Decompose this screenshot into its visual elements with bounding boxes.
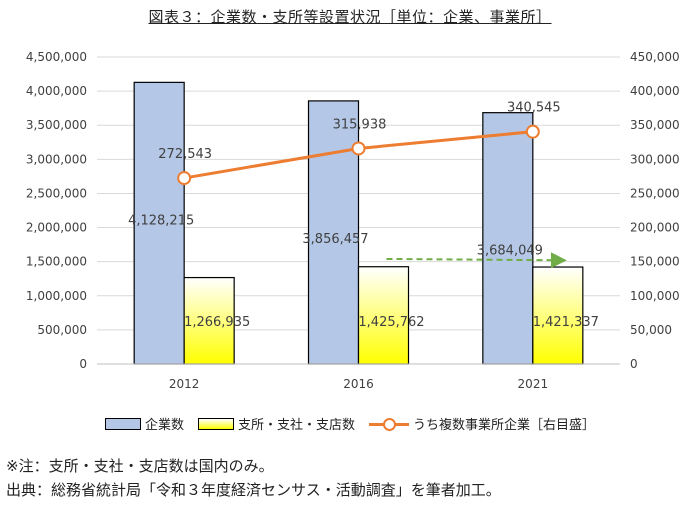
legend-item-branches: 支所・支社・支店数 — [197, 414, 355, 433]
point-multi-establishment — [525, 124, 540, 139]
data-label-companies: 4,128,215 — [128, 213, 194, 228]
x-tick-label: 2021 — [518, 377, 549, 391]
point-multi-establishment — [351, 141, 366, 156]
x-tick-label: 2012 — [169, 377, 200, 391]
data-label-branches: 1,266,935 — [184, 315, 250, 330]
legend-item-companies: 企業数 — [104, 414, 184, 433]
y-left-tick-label: 500,000 — [37, 323, 87, 337]
bar-companies — [482, 112, 534, 365]
data-label-companies: 3,684,049 — [477, 244, 543, 259]
y-left-tick-label: 2,000,000 — [26, 221, 87, 235]
legend-label-companies: 企業数 — [144, 418, 184, 433]
bar-companies — [133, 81, 185, 365]
y-right-tick-label: 150,000 — [630, 255, 680, 269]
y-right-tick-label: 300,000 — [630, 152, 680, 166]
legend-swatch-branches — [197, 417, 234, 430]
y-left-tick-label: 0 — [79, 357, 87, 371]
y-right-tick-label: 400,000 — [630, 84, 680, 98]
y-left-tick-label: 3,000,000 — [26, 152, 87, 166]
legend-label-multi-establishment: うち複数事業所企業［右目盛］ — [413, 418, 596, 433]
y-left-tick-label: 2,500,000 — [26, 186, 87, 200]
legend-label-branches: 支所・支社・支店数 — [237, 418, 355, 433]
y-left-tick-label: 3,500,000 — [26, 118, 87, 132]
x-tick-label: 2016 — [343, 377, 374, 391]
y-right-tick-label: 100,000 — [630, 289, 680, 303]
y-right-tick-label: 450,000 — [630, 50, 680, 64]
y-right-tick-label: 200,000 — [630, 221, 680, 235]
data-label-branches: 1,421,337 — [533, 315, 599, 330]
y-right-tick-label: 250,000 — [630, 186, 680, 200]
y-left-tick-label: 1,500,000 — [26, 255, 87, 269]
y-left-tick-label: 4,500,000 — [26, 50, 87, 64]
data-label-companies: 3,856,457 — [302, 232, 368, 247]
legend-item-multi-establishment: うち複数事業所企業［右目盛］ — [369, 414, 595, 433]
footnote: ※注：支所・支社・支店数は国内のみ。 — [6, 457, 274, 475]
chart-title: 図表３：企業数・支所等設置状況［単位：企業、事業所］ — [148, 8, 552, 26]
data-label-multi-establishment: 315,938 — [333, 117, 387, 132]
data-label-multi-establishment: 272,543 — [158, 147, 212, 162]
y-right-tick-label: 50,000 — [630, 323, 672, 337]
trend-arrow-annotation — [386, 252, 567, 269]
chart-plot: 4,128,215 1,266,935 3,856,457 1,425,762 3,68… — [26, 50, 680, 391]
source-note: 出典：総務省統計局「令和３年度経済センサス・活動調査」を筆者加工。 — [6, 481, 501, 499]
y-right-tick-label: 350,000 — [630, 118, 680, 132]
y-left-tick-label: 1,000,000 — [26, 289, 87, 303]
point-multi-establishment — [177, 171, 192, 186]
legend-swatch-multi-establishment — [369, 417, 409, 431]
y-left-tick-label: 4,000,000 — [26, 84, 87, 98]
y-right-tick-label: 0 — [630, 357, 638, 371]
bar-branches — [532, 266, 584, 365]
data-label-multi-establishment: 340,545 — [507, 101, 561, 116]
data-label-branches: 1,425,762 — [358, 315, 424, 330]
chart-legend: 企業数 支所・支社・支店数 うち複数事業所企業［右目盛］ — [0, 414, 700, 433]
legend-swatch-companies — [104, 417, 141, 430]
